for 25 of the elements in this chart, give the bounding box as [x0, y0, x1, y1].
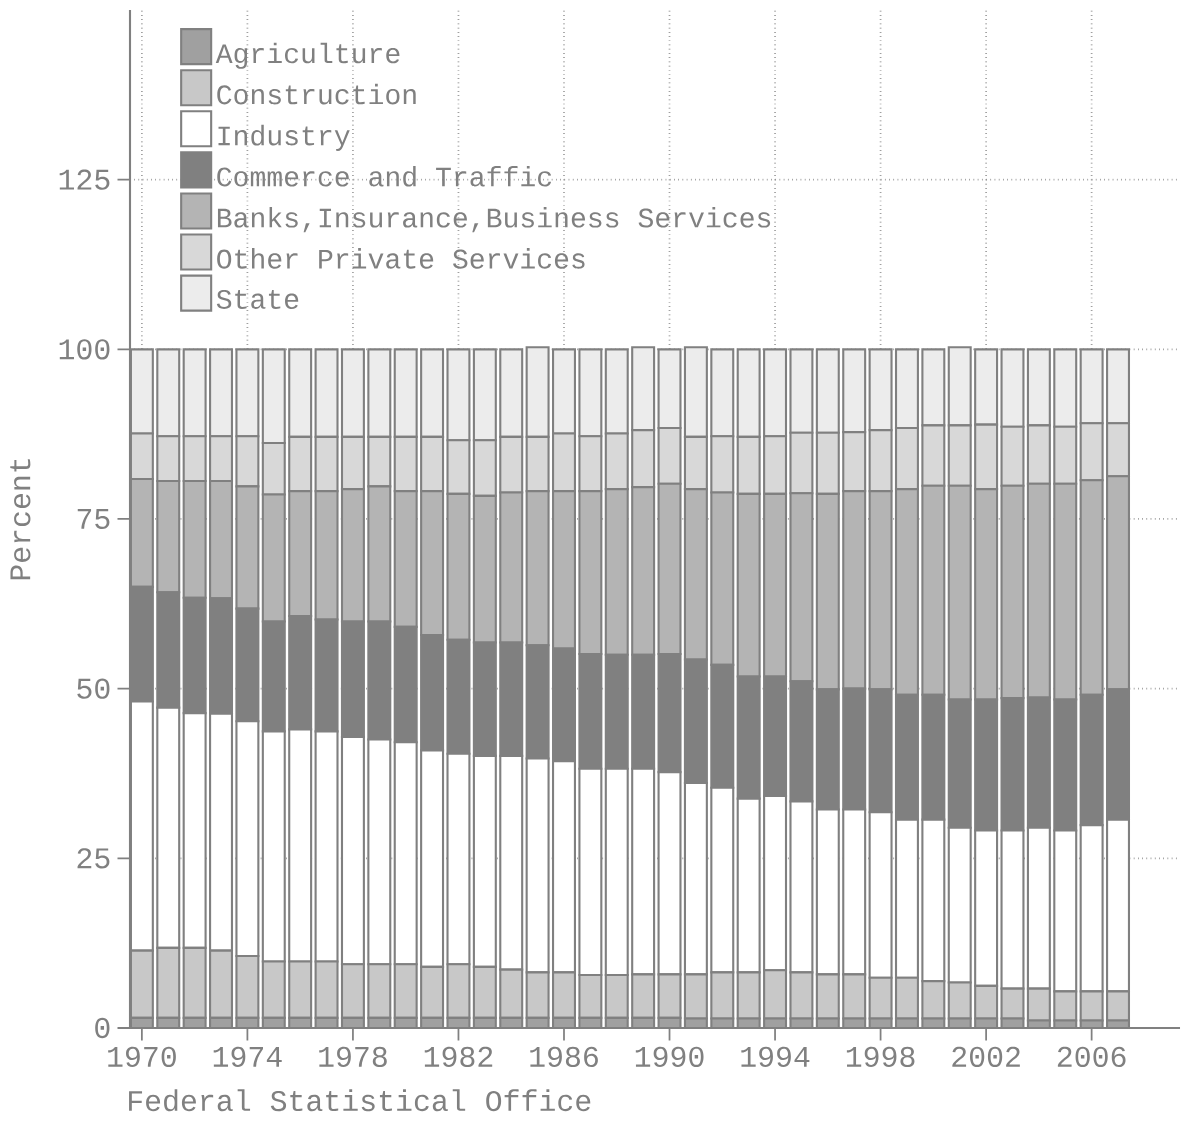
y-tick-label: 75: [77, 509, 110, 529]
x-tick-label: 2006: [1057, 1046, 1126, 1067]
legend-label: State: [216, 289, 299, 309]
x-tick-label: 1982: [424, 1046, 493, 1067]
x-tick-label: 1994: [741, 1046, 810, 1067]
y-tick-label: 0: [95, 1017, 110, 1039]
x-tick-label: 1978: [319, 1046, 387, 1067]
x-tick-label: 1998: [846, 1046, 915, 1067]
legend-label: Other Private Services: [217, 248, 585, 269]
x-tick-label: 2002: [952, 1046, 1020, 1067]
y-tick-label: 50: [77, 678, 110, 699]
legend-label: Banks,Insurance,Business Services: [217, 206, 771, 233]
x-tick-label: 1974: [213, 1046, 282, 1067]
y-tick-label: 125: [59, 169, 110, 190]
legend-label: Industry: [218, 124, 350, 152]
text: Federal Statistical Office: [129, 1089, 591, 1112]
x-tick-label: 1970: [108, 1046, 176, 1067]
y-tick-label: 25: [77, 848, 110, 869]
y-axis-title: Percent: [10, 459, 31, 580]
legend-label: Commerce and Traffic: [217, 165, 552, 187]
legend-label: Construction: [217, 83, 416, 105]
x-tick-label: 1986: [530, 1046, 598, 1067]
legend-label: Agriculture: [215, 42, 400, 69]
x-tick-label: 1990: [635, 1046, 704, 1067]
y-tick-label: 100: [59, 339, 110, 360]
